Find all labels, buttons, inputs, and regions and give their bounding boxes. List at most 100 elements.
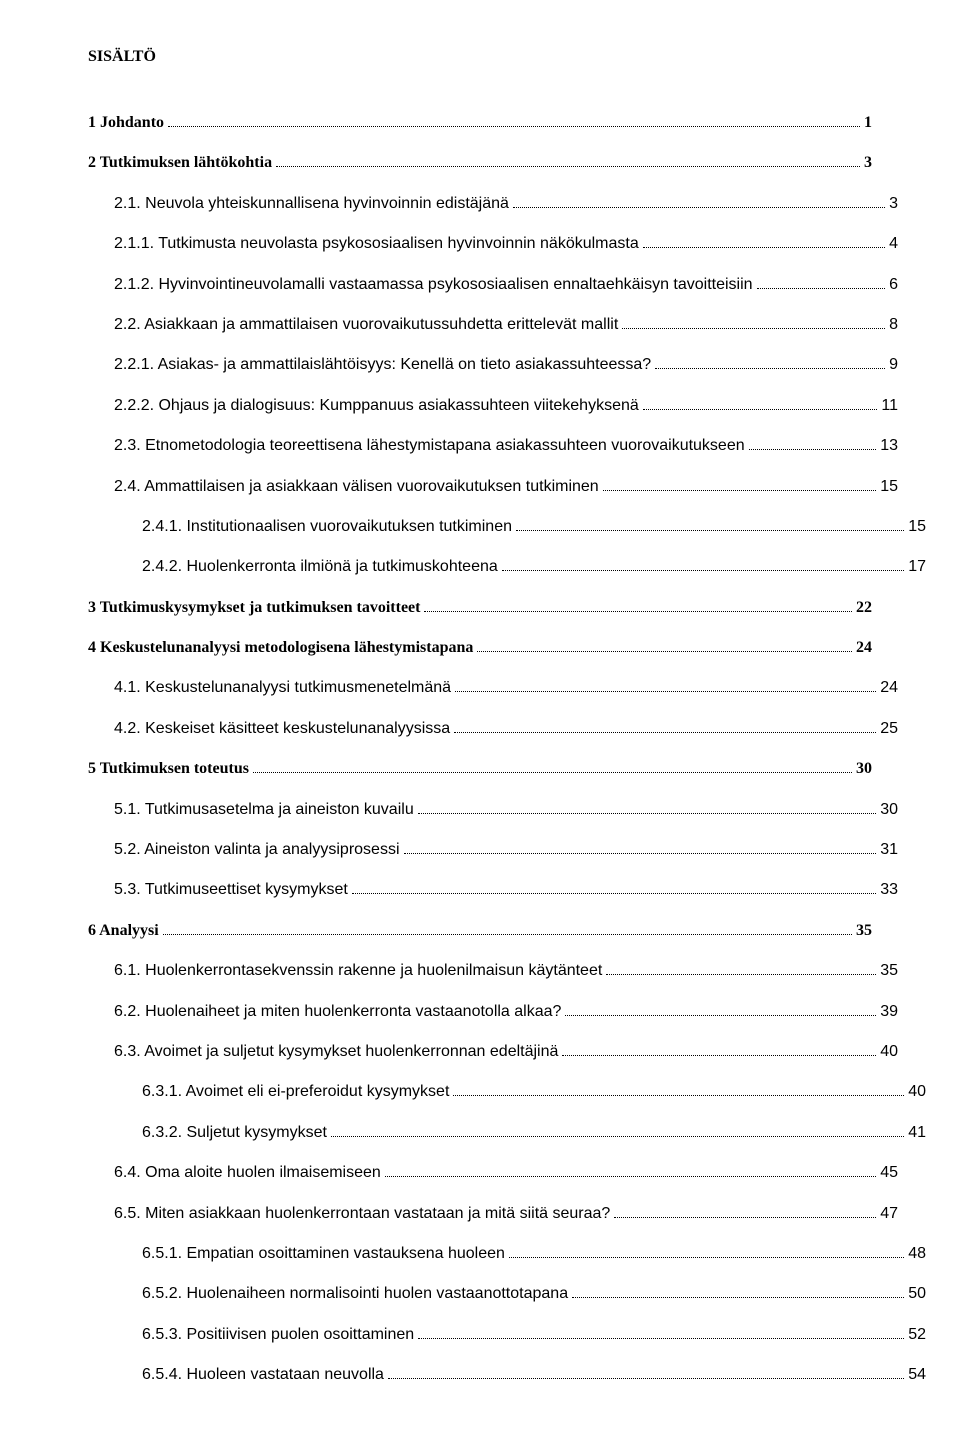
toc-entry-page: 25 [880,718,898,740]
toc-entry-page: 31 [880,839,898,861]
toc-leader-dots [572,1297,904,1298]
toc-entry-label: 2.2.1. Asiakas- ja ammattilaislähtöisyys… [114,354,651,376]
toc-heading: SISÄLTÖ [88,48,872,66]
toc-leader-dots [418,1338,904,1339]
toc-leader-dots [509,1257,904,1258]
toc-entry: 2.2. Asiakkaan ja ammattilaisen vuorovai… [114,314,898,336]
toc-entry-page: 8 [889,314,898,336]
toc-entry-page: 39 [880,1001,898,1023]
toc-entry: 2.4.1. Institutionaalisen vuorovaikutuks… [142,516,926,538]
toc-entry: 6.5. Miten asiakkaan huolenkerrontaan va… [114,1203,898,1225]
toc-entry-label: 4.1. Keskustelunanalyysi tutkimusmenetel… [114,677,451,699]
toc-entry-page: 52 [908,1324,926,1346]
toc-entry-page: 40 [880,1041,898,1063]
toc-entry-page: 22 [856,597,872,619]
toc-leader-dots [655,368,885,369]
toc-entry-page: 35 [856,920,872,942]
toc-entry-label: 2.3. Etnometodologia teoreettisena lähes… [114,435,745,457]
toc-leader-dots [352,893,876,894]
toc-entry-label: 6.5.1. Empatian osoittaminen vastauksena… [142,1243,505,1265]
toc-entry-page: 13 [880,435,898,457]
toc-leader-dots [424,611,852,612]
toc-entry-page: 45 [880,1162,898,1184]
toc-entry: 2.2.1. Asiakas- ja ammattilaislähtöisyys… [114,354,898,376]
toc-entry-label: 2.4.2. Huolenkerronta ilmiönä ja tutkimu… [142,556,498,578]
toc-entry-page: 41 [908,1122,926,1144]
toc-leader-dots [643,247,885,248]
toc-entry-page: 15 [908,516,926,538]
toc-entry-page: 33 [880,879,898,901]
toc-entry-page: 24 [856,637,872,659]
toc-entry-page: 47 [880,1203,898,1225]
toc-entry-label: 6.5.3. Positiivisen puolen osoittaminen [142,1324,414,1346]
toc-leader-dots [513,207,885,208]
toc-entry: 6.2. Huolenaiheet ja miten huolenkerront… [114,1001,898,1023]
toc-entry-label: 6.4. Oma aloite huolen ilmaisemiseen [114,1162,381,1184]
toc-entry-label: 2 Tutkimuksen lähtökohtia [88,152,272,174]
toc-entry: 6.3.1. Avoimet eli ei-preferoidut kysymy… [142,1081,926,1103]
toc-entry-label: 2.4.1. Institutionaalisen vuorovaikutuks… [142,516,512,538]
toc-entry-label: 4.2. Keskeiset käsitteet keskustelunanal… [114,718,450,740]
toc-entry: 2.2.2. Ohjaus ja dialogisuus: Kumppanuus… [114,395,898,417]
toc-entry: 6.4. Oma aloite huolen ilmaisemiseen 45 [114,1162,898,1184]
toc-entry-page: 54 [908,1364,926,1386]
toc-page: SISÄLTÖ 1 Johdanto1 2 Tutkimuksen lähtöko… [0,0,960,1442]
toc-entry-label: 6 Analyysi [88,920,159,942]
toc-entry-page: 11 [881,395,898,417]
toc-entry-page: 17 [908,556,926,578]
toc-leader-dots [643,409,878,410]
toc-entry: 6.5.1. Empatian osoittaminen vastauksena… [142,1243,926,1265]
toc-leader-dots [453,1095,904,1096]
toc-entry: 6 Analyysi 35 [88,920,872,942]
toc-entry: 5.3. Tutkimuseettiset kysymykset33 [114,879,898,901]
toc-entry: 4.2. Keskeiset käsitteet keskustelunanal… [114,718,898,740]
toc-leader-dots [331,1136,904,1137]
toc-leader-dots [276,166,860,167]
toc-entry-label: 6.5.2. Huolenaiheen normalisointi huolen… [142,1283,568,1305]
toc-leader-dots [388,1378,904,1379]
toc-leader-dots [418,813,876,814]
toc-leader-dots [253,772,852,773]
toc-entry-label: 2.1. Neuvola yhteiskunnallisena hyvinvoi… [114,193,509,215]
toc-entry: 1 Johdanto1 [88,112,872,134]
toc-leader-dots [455,691,876,692]
toc-entry: 6.3.2. Suljetut kysymykset 41 [142,1122,926,1144]
toc-leader-dots [614,1217,876,1218]
toc-entry-page: 48 [908,1243,926,1265]
toc-entry-page: 40 [908,1081,926,1103]
toc-entry: 2.4.2. Huolenkerronta ilmiönä ja tutkimu… [142,556,926,578]
toc-entry: 6.5.4. Huoleen vastataan neuvolla 54 [142,1364,926,1386]
toc-leader-dots [603,490,877,491]
toc-leader-dots [168,126,860,127]
toc-entry-page: 35 [880,960,898,982]
toc-leader-dots [757,288,886,289]
toc-entry: 6.1. Huolenkerrontasekvenssin rakenne ja… [114,960,898,982]
toc-leader-dots [454,732,876,733]
toc-list: 1 Johdanto1 2 Tutkimuksen lähtökohtia 3 2.1… [88,112,872,1387]
toc-leader-dots [565,1015,876,1016]
toc-leader-dots [516,530,904,531]
toc-entry-label: 2.1.2. Hyvinvointineuvolamalli vastaamas… [114,274,753,296]
toc-entry: 5.2. Aineiston valinta ja analyysiproses… [114,839,898,861]
toc-entry-label: 6.3.1. Avoimet eli ei-preferoidut kysymy… [142,1081,449,1103]
toc-entry-page: 3 [864,152,872,174]
toc-entry: 6.5.3. Positiivisen puolen osoittaminen 5… [142,1324,926,1346]
toc-leader-dots [562,1055,876,1056]
toc-entry-page: 1 [864,112,872,134]
toc-entry-label: 2.2.2. Ohjaus ja dialogisuus: Kumppanuus… [114,395,639,417]
toc-entry: 2.1.1. Tutkimusta neuvolasta psykososiaa… [114,233,898,255]
toc-entry-label: 6.3.2. Suljetut kysymykset [142,1122,327,1144]
toc-entry: 6.3. Avoimet ja suljetut kysymykset huol… [114,1041,898,1063]
toc-entry-label: 6.3. Avoimet ja suljetut kysymykset huol… [114,1041,558,1063]
toc-entry-page: 30 [856,758,872,780]
toc-entry-label: 3 Tutkimuskysymykset ja tutkimuksen tavo… [88,597,420,619]
toc-entry-label: 2.2. Asiakkaan ja ammattilaisen vuorovai… [114,314,618,336]
toc-entry: 2.1.2. Hyvinvointineuvolamalli vastaamas… [114,274,898,296]
toc-entry-label: 6.2. Huolenaiheet ja miten huolenkerront… [114,1001,561,1023]
toc-entry-label: 5 Tutkimuksen toteutus [88,758,249,780]
toc-entry-page: 6 [889,274,898,296]
toc-entry: 5.1. Tutkimusasetelma ja aineiston kuvai… [114,799,898,821]
toc-entry: 3 Tutkimuskysymykset ja tutkimuksen tavo… [88,597,872,619]
toc-leader-dots [749,449,877,450]
toc-entry-label: 6.5.4. Huoleen vastataan neuvolla [142,1364,384,1386]
